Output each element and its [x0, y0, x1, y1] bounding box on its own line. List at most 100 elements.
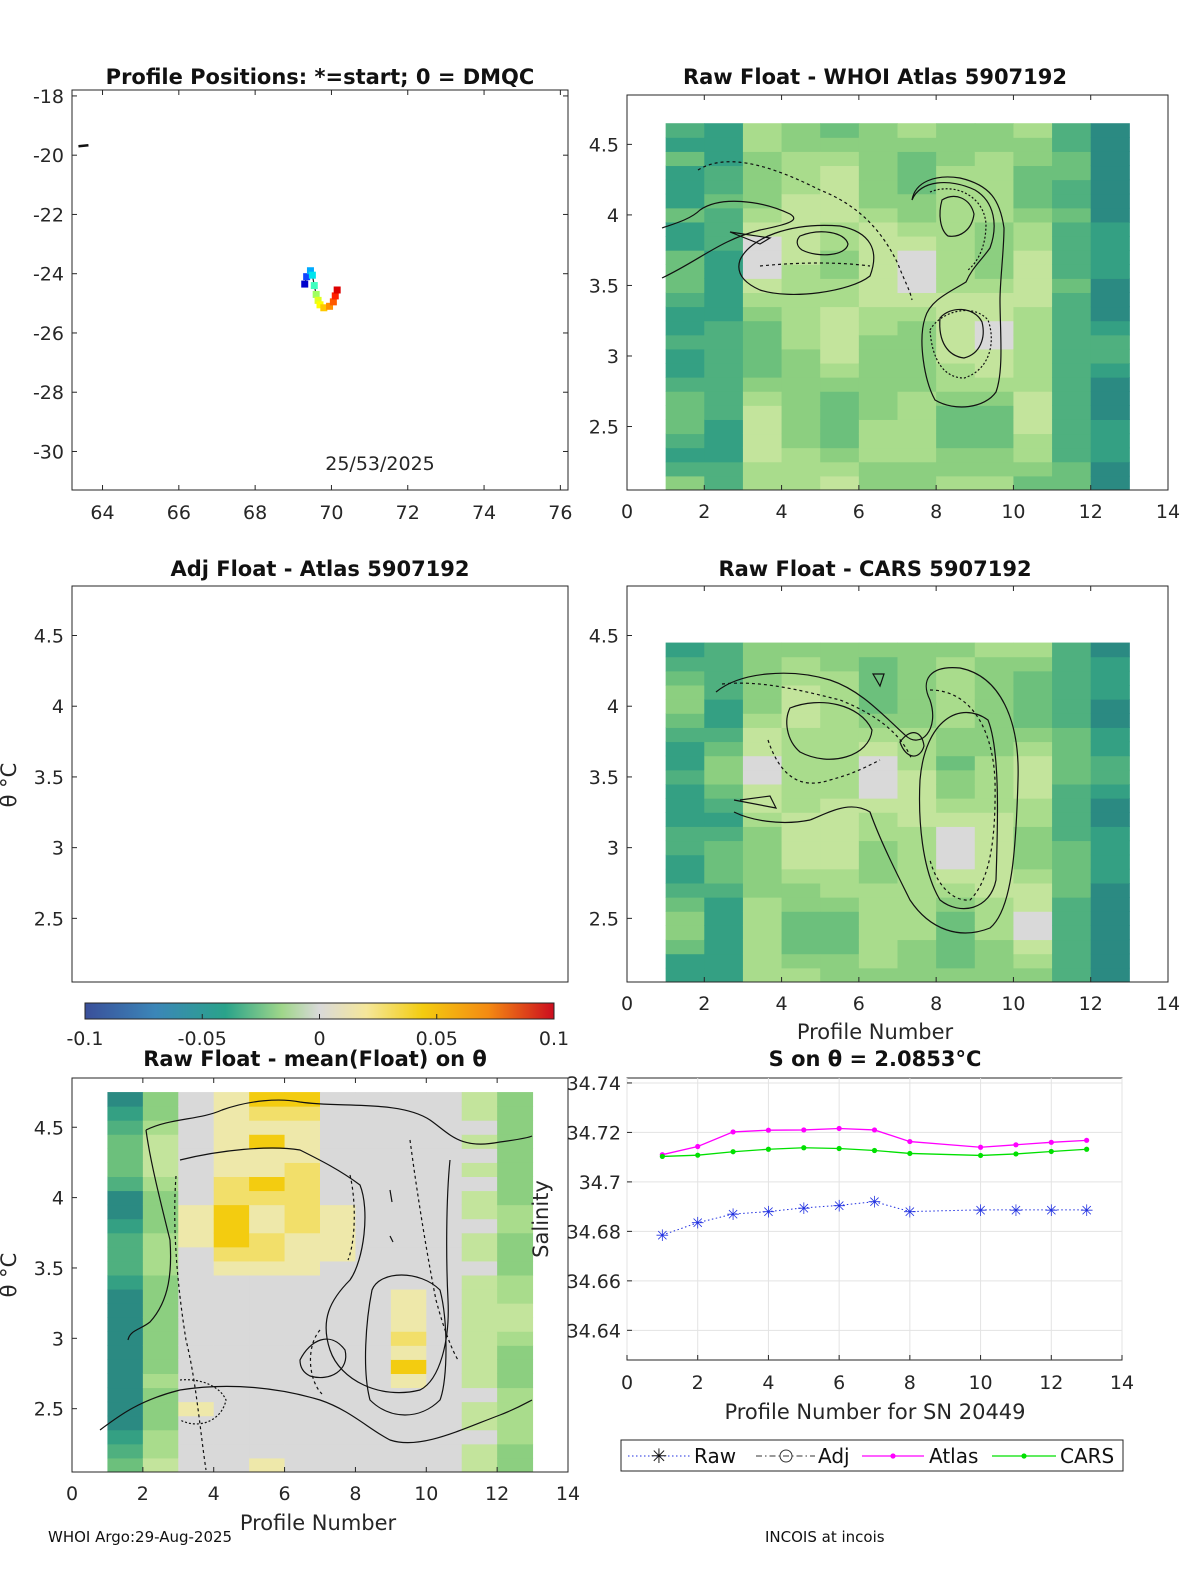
heatmap-cell [1052, 784, 1092, 799]
heatmap-cell [974, 151, 1014, 167]
heatmap-cell [936, 967, 976, 982]
heatmap-cell [858, 123, 898, 138]
heatmap-cell [1052, 911, 1092, 926]
raw-point: ✳ [868, 1193, 881, 1212]
raw-point: ✳ [656, 1226, 669, 1245]
heatmap-cell [284, 1443, 321, 1459]
heatmap-cell [1090, 363, 1130, 378]
heatmap-cell [284, 1148, 321, 1163]
heatmap-cell [355, 1415, 392, 1431]
x-tick-label: 74 [472, 502, 496, 524]
cars-point [730, 1149, 736, 1155]
heatmap-cell [213, 1218, 250, 1234]
y-tick-label: -24 [33, 264, 64, 286]
heatmap-cell [781, 939, 821, 955]
heatmap-cell [249, 1148, 286, 1163]
x-tick-label: 8 [930, 501, 942, 523]
heatmap-cell [704, 193, 744, 209]
heatmap-cell [213, 1289, 250, 1304]
heatmap-cell [936, 939, 976, 955]
heatmap-cell [178, 1345, 215, 1360]
heatmap-cell [1013, 840, 1053, 856]
raw-cars-ticks: 0 2 4 6 8 10 12 14 2.5 3 3.5 4 4.5 [589, 586, 1180, 1015]
heatmap-cell [1090, 306, 1130, 322]
heatmap-cell [704, 685, 744, 700]
heatmap-cell [936, 151, 976, 167]
heatmap-cell [742, 699, 783, 714]
heatmap-cell [897, 826, 937, 842]
heatmap-cell [858, 306, 898, 322]
heatmap-cell [974, 883, 1014, 898]
heatmap-cell [936, 826, 976, 842]
heatmap-cell [249, 1232, 286, 1248]
heatmap-cell [781, 897, 821, 912]
heatmap-cell [142, 1303, 179, 1318]
heatmap-cell [858, 377, 898, 392]
heatmap-cell [974, 348, 1014, 364]
heatmap-cell [820, 391, 860, 406]
heatmap-cell [178, 1303, 215, 1318]
x-tick-label: 8 [349, 1483, 361, 1505]
heatmap-cell [284, 1106, 321, 1121]
heatmap-cell [936, 419, 976, 435]
heatmap-cell [665, 812, 705, 827]
heatmap-cell [390, 1359, 427, 1374]
heatmap-cell [1090, 670, 1130, 686]
heatmap-cell [897, 320, 937, 336]
heatmap-cell [742, 670, 783, 686]
heatmap-cell [355, 1401, 392, 1417]
heatmap-cell [858, 207, 898, 223]
heatmap-cell [1090, 334, 1130, 350]
heatmap-cell [107, 1190, 144, 1206]
heatmap-cell [497, 1106, 534, 1121]
heatmap-cell [1052, 826, 1092, 842]
heatmap-cell [704, 447, 744, 463]
heatmap-cell [781, 812, 821, 827]
heatmap-cell [820, 939, 860, 955]
series-line-cars [662, 1147, 1087, 1158]
heatmap-cell [461, 1331, 498, 1346]
heatmap-cell [426, 1443, 463, 1459]
heatmap-cell [742, 179, 783, 195]
heatmap-cell [320, 1232, 356, 1248]
x-tick-label: 12 [1079, 993, 1103, 1015]
heatmap-cell [820, 236, 860, 251]
heatmap-cell [178, 1190, 215, 1206]
heatmap-cell [1052, 953, 1092, 969]
heatmap-cell [1013, 868, 1053, 884]
heatmap-cell [665, 236, 705, 251]
heatmap-cell [355, 1289, 392, 1304]
x-tick-label: 2 [137, 1483, 149, 1505]
heatmap-cell [461, 1246, 498, 1262]
atlas-point [1048, 1139, 1054, 1145]
heatmap-cell [704, 925, 744, 941]
heatmap-cell [742, 727, 783, 743]
y-tick-label: -18 [33, 86, 64, 108]
raw-point: ✳ [726, 1205, 739, 1224]
heatmap-cell [284, 1176, 321, 1192]
heatmap-cell [858, 784, 898, 799]
heatmap-cell [107, 1415, 144, 1431]
raw-point: ✳ [1009, 1201, 1022, 1220]
heatmap-cell [704, 377, 744, 392]
heatmap-cell [936, 320, 976, 336]
heatmap-cell [355, 1106, 392, 1121]
heatmap-cell [820, 250, 860, 265]
heatmap-cell [897, 670, 937, 686]
heatmap-cell [665, 642, 705, 658]
heatmap-cell [1013, 391, 1053, 406]
x-tick-label: 72 [396, 502, 420, 524]
heatmap-cell [497, 1190, 534, 1206]
heatmap-cell [974, 911, 1014, 926]
heatmap-cell [1090, 348, 1130, 364]
heatmap-cell [665, 911, 705, 926]
heatmap-cell [1052, 868, 1092, 884]
salinity-ylabel: Salinity [529, 1180, 553, 1258]
heatmap-cell [1090, 278, 1130, 293]
heatmap-cell [820, 953, 860, 969]
heatmap-cell [858, 685, 898, 700]
heatmap-cell [426, 1204, 463, 1220]
heatmap-cell [461, 1345, 498, 1360]
heatmap-cell [936, 250, 976, 265]
track-point [320, 304, 328, 312]
